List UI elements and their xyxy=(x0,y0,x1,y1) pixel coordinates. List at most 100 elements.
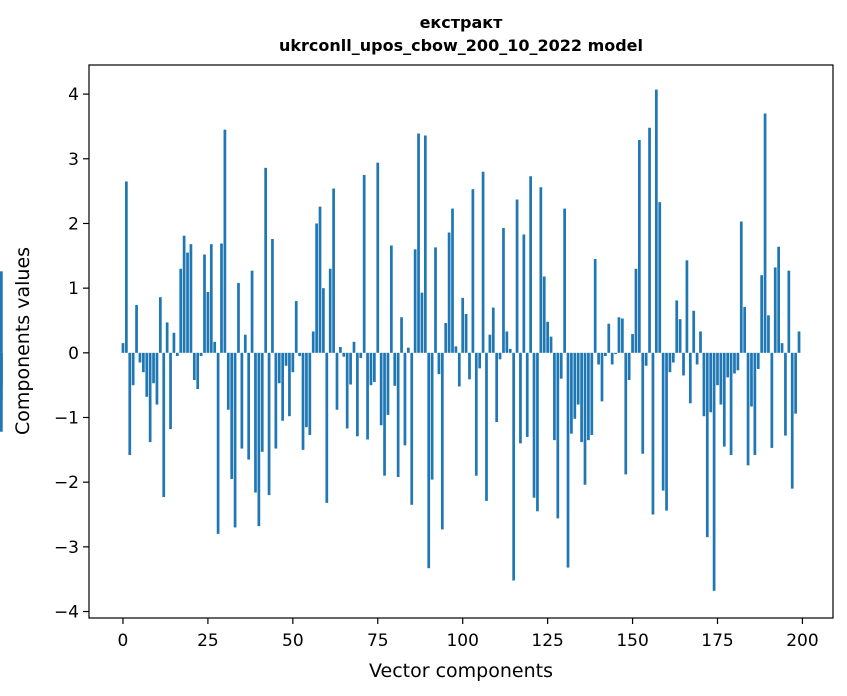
bar xyxy=(366,352,369,440)
bar xyxy=(264,167,268,353)
bar xyxy=(508,348,512,353)
y-tick-label: −1 xyxy=(54,408,79,428)
bar xyxy=(712,352,716,591)
bar xyxy=(240,352,244,449)
bar xyxy=(427,352,431,569)
bar xyxy=(729,352,733,456)
bar xyxy=(138,352,142,363)
y-tick-label: 4 xyxy=(68,85,79,105)
bar xyxy=(699,331,702,353)
bar xyxy=(250,270,254,353)
bar xyxy=(478,352,482,369)
x-tick-label: 150 xyxy=(616,631,648,651)
bar xyxy=(736,352,740,371)
bar xyxy=(790,352,794,489)
bar xyxy=(135,304,138,353)
bar xyxy=(390,245,393,353)
bar xyxy=(274,352,278,449)
bar xyxy=(770,352,774,448)
bar xyxy=(440,352,444,530)
bar xyxy=(763,113,767,353)
bar xyxy=(345,352,349,429)
bar xyxy=(485,352,488,501)
bar xyxy=(464,314,468,353)
bar xyxy=(226,352,230,410)
bar xyxy=(186,252,189,353)
bar xyxy=(325,352,329,503)
bar xyxy=(468,352,471,380)
x-tick-label: 175 xyxy=(701,631,733,651)
bar xyxy=(342,352,346,357)
bar xyxy=(495,352,499,423)
bar xyxy=(474,352,478,476)
bar xyxy=(451,208,454,353)
bar xyxy=(563,208,566,353)
bar xyxy=(488,334,492,353)
bar xyxy=(457,352,461,387)
bar xyxy=(362,174,366,353)
bar xyxy=(549,336,553,353)
bar xyxy=(654,89,658,353)
bar xyxy=(529,176,532,353)
bar xyxy=(271,238,274,353)
bar xyxy=(546,321,549,353)
bar xyxy=(471,189,475,353)
bar xyxy=(206,292,210,353)
bar xyxy=(359,352,363,358)
bar xyxy=(373,352,376,382)
bar xyxy=(746,352,750,466)
bar xyxy=(125,181,128,353)
x-tick-label: 100 xyxy=(446,631,478,651)
bar xyxy=(607,323,611,353)
bar xyxy=(175,352,179,357)
bar xyxy=(298,352,301,357)
bar xyxy=(512,352,516,581)
x-tick-label: 50 xyxy=(282,631,304,651)
bar xyxy=(386,352,390,415)
bar xyxy=(169,352,172,430)
x-tick-label: 0 xyxy=(118,631,129,651)
bar xyxy=(573,352,577,419)
bar xyxy=(739,221,743,353)
bar xyxy=(733,352,736,374)
bar xyxy=(257,352,261,527)
bar xyxy=(172,332,176,353)
y-tick-label: 3 xyxy=(68,150,79,170)
bar xyxy=(539,187,543,353)
bar xyxy=(481,171,485,353)
bar xyxy=(145,352,149,397)
bar xyxy=(502,227,505,353)
bar xyxy=(434,247,437,353)
bar xyxy=(260,352,264,452)
bar xyxy=(121,343,125,353)
bar xyxy=(447,232,451,353)
bar xyxy=(243,334,247,353)
bar xyxy=(553,352,556,441)
bar xyxy=(570,352,573,434)
bars-group xyxy=(0,89,801,591)
bar xyxy=(617,317,621,353)
bar xyxy=(631,334,634,353)
bar xyxy=(403,352,407,446)
bar xyxy=(339,347,342,353)
bar xyxy=(376,162,380,353)
bar xyxy=(743,306,747,353)
bar xyxy=(199,352,203,357)
bar xyxy=(590,352,594,435)
bar xyxy=(203,254,206,353)
bar xyxy=(288,352,291,417)
bar xyxy=(651,352,655,515)
bar xyxy=(417,133,420,353)
bar xyxy=(393,352,397,386)
bar xyxy=(0,352,3,432)
bar xyxy=(318,206,322,353)
bar xyxy=(542,276,546,353)
bar xyxy=(379,352,383,426)
bar xyxy=(165,322,169,353)
bar xyxy=(328,268,332,353)
bar xyxy=(668,352,672,373)
bar xyxy=(142,352,145,373)
bar xyxy=(621,318,624,353)
bar xyxy=(726,352,730,378)
